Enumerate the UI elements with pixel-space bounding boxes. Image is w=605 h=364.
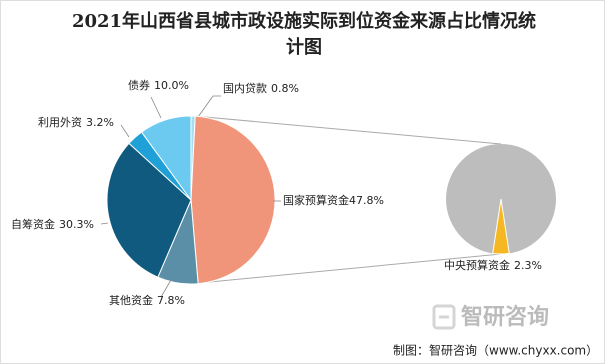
label-name: 中央预算资金: [444, 258, 510, 272]
chart-title: 2021年山西省县城市政设施实际到位资金来源占比情况统计图: [71, 11, 537, 58]
label-value: 30.3%: [59, 218, 94, 231]
label-value: 0.8%: [271, 82, 299, 95]
data-label: 其他资金 7.8%: [109, 293, 185, 307]
label-name: 国家预算资金: [283, 193, 349, 207]
leader-line: [100, 222, 109, 225]
detail-slice: [492, 198, 510, 255]
watermark-logo: [432, 304, 456, 330]
label-value: 3.2%: [86, 116, 114, 129]
connector: [188, 253, 502, 285]
watermark: 智研咨询: [461, 304, 549, 330]
data-label: 国家预算资金47.8%: [283, 193, 384, 207]
leader-line: [120, 124, 130, 138]
leader-line: [160, 279, 172, 298]
label-name: 国内贷款: [223, 81, 267, 95]
label-value: 47.8%: [349, 194, 384, 207]
data-label: 自筹资金 30.3%: [11, 217, 94, 231]
label-name: 债券: [128, 78, 150, 92]
pie-slice: [190, 115, 276, 285]
label-name: 自筹资金: [11, 217, 55, 231]
label-name: 其他资金: [109, 293, 153, 307]
label-value: 2.3%: [514, 259, 542, 272]
data-label: 债券 10.0%: [128, 78, 189, 92]
data-label: 中央预算资金 2.3%: [444, 258, 542, 272]
label-name: 利用外资: [38, 116, 82, 129]
leader-line: [150, 96, 162, 119]
connector: [193, 115, 502, 145]
source: 制图：智研咨询（www.chyxx.com）: [393, 343, 598, 358]
pie-slice: [106, 142, 192, 278]
pie-slice: [140, 115, 192, 202]
leader-line: [197, 95, 221, 118]
label-value: 10.0%: [154, 79, 189, 92]
label-value: 7.8%: [157, 294, 185, 307]
data-label: 利用外资 3.2%: [38, 116, 114, 129]
data-label: 国内贷款 0.8%: [223, 81, 299, 95]
